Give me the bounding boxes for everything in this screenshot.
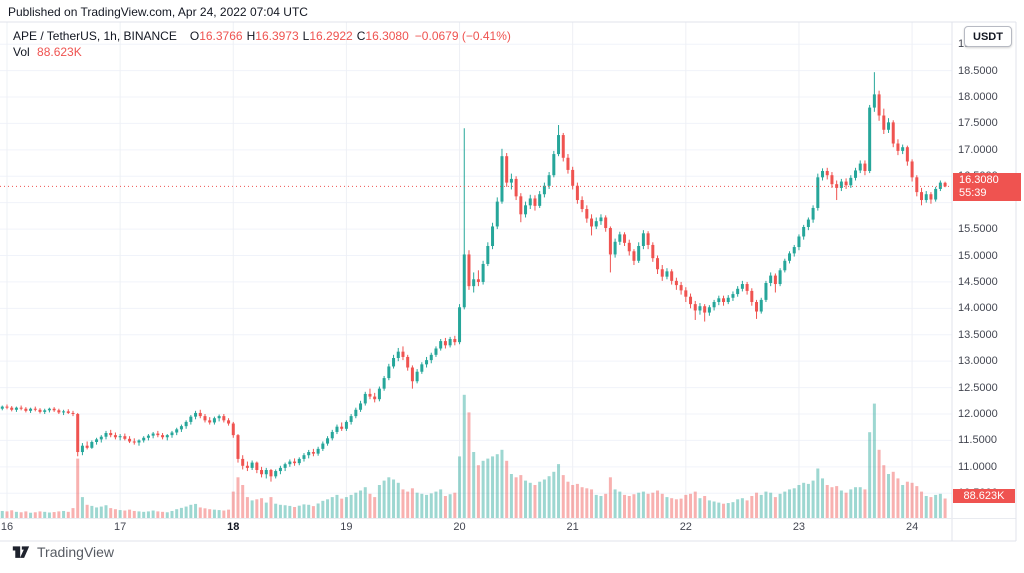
- legend-volume-label: Vol: [13, 45, 30, 59]
- ohlc-letter: H: [246, 29, 256, 43]
- ohlc-value: 16.3973: [255, 29, 299, 43]
- legend-row: APE / TetherUS, 1h, BINANCE O16.3766 H16.3…: [13, 29, 511, 43]
- legend-ohlc: O16.3766 H16.3973 L16.2922 C16.3080: [186, 29, 409, 43]
- ohlc-letter: C: [356, 29, 366, 43]
- ohlc-letter: O: [189, 29, 200, 43]
- watermark-brand-text: TradingView: [37, 544, 115, 560]
- ohlc-value: 16.3080: [365, 29, 409, 43]
- legend-symbol-title: APE / TetherUS, 1h, BINANCE: [13, 29, 177, 43]
- volume-axis-badge: 88.623K: [953, 489, 1015, 503]
- published-header-text: Published on TradingView.com, Apr 24, 20…: [8, 5, 308, 19]
- last-price-value: 16.3080: [959, 174, 999, 187]
- ohlc-value: 16.2922: [309, 29, 353, 43]
- legend-volume-value: 88.623K: [37, 45, 82, 59]
- ohlc-value: 16.3766: [199, 29, 243, 43]
- ohlc-letter: L: [302, 29, 310, 43]
- tradingview-watermark[interactable]: TradingView: [12, 544, 114, 560]
- last-price-badge: 16.3080 55:39: [953, 173, 1021, 202]
- tradingview-logo-icon: [12, 545, 30, 560]
- bar-countdown: 55:39: [959, 187, 987, 200]
- currency-unit-button[interactable]: USDT: [964, 26, 1012, 47]
- legend-change-value: −0.0679 (−0.41%): [414, 29, 511, 43]
- legend-volume-row: Vol 88.623K: [13, 45, 82, 59]
